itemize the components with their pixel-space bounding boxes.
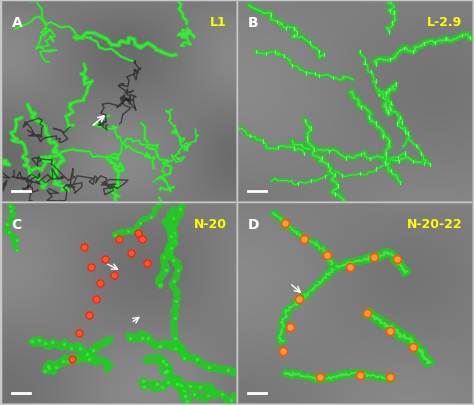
Text: N-20: N-20 bbox=[193, 217, 227, 230]
Text: A: A bbox=[12, 16, 22, 30]
Text: B: B bbox=[247, 16, 258, 30]
Text: N-20-22: N-20-22 bbox=[407, 217, 462, 230]
Text: C: C bbox=[12, 217, 22, 231]
Text: D: D bbox=[247, 217, 259, 231]
Text: L1: L1 bbox=[210, 16, 227, 29]
Text: L-2.9: L-2.9 bbox=[427, 16, 462, 29]
